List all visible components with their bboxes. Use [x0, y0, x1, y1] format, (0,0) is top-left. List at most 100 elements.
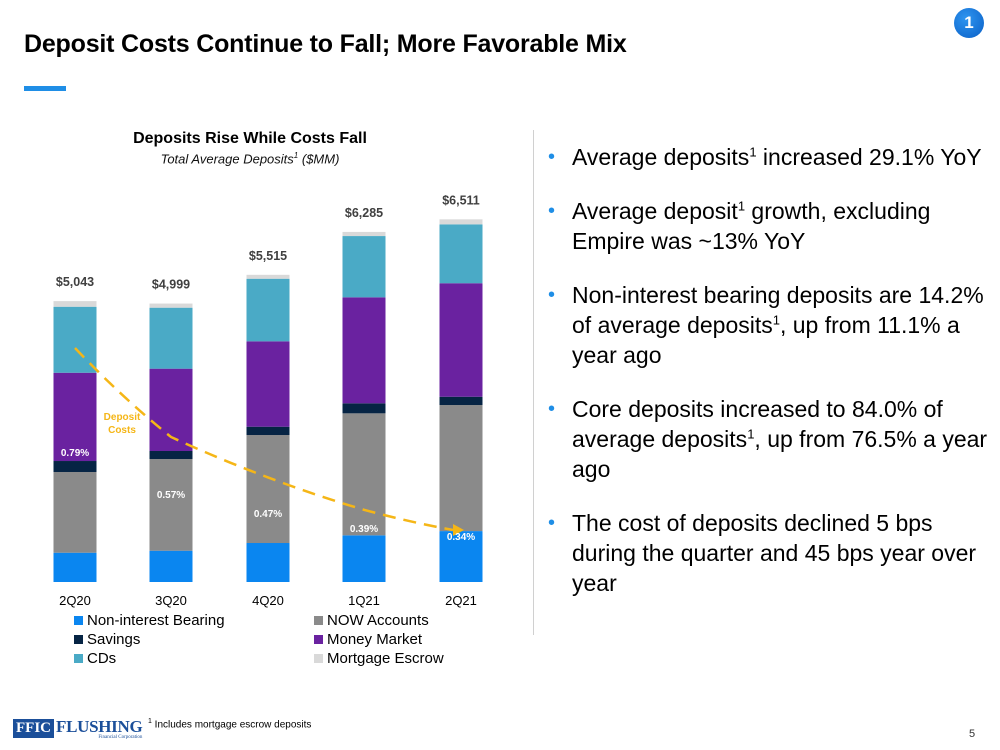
stacked-bar-chart: $5,043 2Q20 $4,999 3Q20 $5,515 4Q20 $6,285 1Q21…: [53, 193, 483, 608]
section-badge: 1: [954, 8, 984, 38]
bar-segment-cds-2q21: [439, 224, 483, 284]
legend-swatch: [314, 616, 323, 625]
bar-segment-cds-4q20: [246, 278, 290, 342]
bar-segment-savings-2q20: [53, 461, 97, 472]
bullet-item: • Average deposits1 increased 29.1% YoY: [548, 142, 988, 172]
bar-segment-cds-3q20: [149, 307, 193, 369]
deposit-costs-arrowhead: [453, 524, 464, 536]
bar-segment-money-market-3q20: [149, 368, 193, 451]
bar-segment-non-interest-bearing-4q20: [246, 543, 290, 582]
bullet-dot-icon: •: [548, 146, 556, 168]
bullet-dot-icon: •: [548, 200, 556, 222]
bar-segment-mortgage-escrow-2q20: [53, 301, 97, 307]
deposit-costs-line: [74, 347, 454, 532]
chart-title: Deposits Rise While Costs Fall: [133, 130, 367, 147]
bar-segment-money-market-4q20: [246, 341, 290, 427]
bullet-item: • Non-interest bearing deposits are 14.2%…: [548, 280, 988, 370]
chart-subtitle-text: Total Average Deposits: [160, 151, 294, 167]
logo-ffic-mark: FFIC: [13, 719, 54, 738]
legend-label: Mortgage Escrow: [327, 650, 444, 667]
page-number: 5: [969, 728, 976, 740]
deposit-costs-annotation-line1: Deposit: [104, 412, 141, 423]
bar-segment-mortgage-escrow-1q21: [342, 231, 386, 237]
bar-segment-non-interest-bearing-2q21: [439, 531, 483, 582]
bar-segment-now-accounts-1q21: [342, 413, 386, 536]
bullet-footnote-ref: 1: [747, 426, 755, 442]
bar-segment-now-accounts-2q21: [439, 405, 483, 532]
logo-subtext: Financial Corporation: [98, 735, 143, 740]
bar-segment-money-market-2q20: [53, 372, 97, 462]
bullet-item: • Core deposits increased to 84.0% of ave…: [548, 394, 988, 484]
bullet-item: • The cost of deposits declined 5 bps dur…: [548, 508, 988, 598]
legend-label: Savings: [87, 631, 141, 648]
legend-label: Money Market: [327, 631, 423, 648]
bullet-footnote-ref: 1: [737, 198, 746, 214]
bullet-text: , up from 76.5% a year ago: [572, 426, 988, 482]
deposit-costs-annotation-line2: Costs: [108, 425, 136, 436]
total-label-2q21: $6,511: [442, 193, 480, 207]
footnote-text: Includes mortgage escrow deposits: [151, 719, 312, 731]
bullet-text: Core deposits increased to 84.0% of aver…: [572, 396, 943, 452]
x-tick-label-1q21: 1Q21: [348, 593, 380, 608]
footnote: 1 Includes mortgage escrow deposits: [148, 718, 311, 730]
bar-segment-mortgage-escrow-4q20: [246, 274, 290, 279]
bar-segment-non-interest-bearing-2q20: [53, 552, 97, 582]
title-accent-rule: [24, 86, 66, 91]
bullet-text: Non-interest bearing deposits are 14.2% …: [572, 282, 984, 338]
bullet-text: growth, excluding Empire was ~13% YoY: [572, 198, 931, 254]
legend-swatch: [314, 635, 323, 644]
legend-item-non-interest-bearing: Non-interest Bearing: [74, 611, 314, 630]
x-tick-label-4q20: 4Q20: [252, 593, 284, 608]
bar-segment-now-accounts-4q20: [246, 435, 290, 544]
logo-flushing-text: FLUSHING: [56, 717, 143, 736]
bar-segment-now-accounts-3q20: [149, 459, 193, 551]
deposit-cost-label-4q20: 0.47%: [254, 509, 282, 520]
bullet-text: The cost of deposits declined 5 bps duri…: [572, 510, 977, 596]
chart-subtitle: Total Average Deposits1 ($MM): [0, 151, 500, 166]
bar-segment-money-market-2q21: [439, 283, 483, 397]
bullet-text: Average deposit: [572, 198, 738, 224]
legend-swatch: [314, 654, 323, 663]
total-label-4q20: $5,515: [249, 249, 287, 263]
logo-wordmark: FLUSHING Financial Corporation: [56, 717, 143, 741]
bar-segment-cds-2q20: [53, 306, 97, 373]
x-tick-label-2q20: 2Q20: [59, 593, 91, 608]
legend-label: CDs: [87, 650, 117, 667]
chart-subtitle-unit: ($MM): [301, 151, 340, 167]
bullet-footnote-ref: 1: [772, 312, 780, 328]
bullet-text: Average deposits: [572, 144, 750, 170]
bullet-dot-icon: •: [548, 398, 556, 420]
bullet-footnote-ref: 1: [749, 144, 757, 160]
chart-legend: Non-interest Bearing NOW Accounts Savings M…: [74, 611, 494, 668]
deposit-cost-label-1q21: 0.39%: [350, 524, 378, 535]
deposit-cost-label-3q20: 0.57%: [157, 490, 185, 501]
bar-segment-savings-3q20: [149, 450, 193, 460]
legend-item-mortgage-escrow: Mortgage Escrow: [314, 649, 494, 668]
bar-segment-savings-4q20: [246, 426, 290, 436]
legend-swatch: [74, 616, 83, 625]
footnote-sup: 1: [148, 718, 152, 725]
bar-segment-savings-1q21: [342, 403, 386, 414]
bullet-dot-icon: •: [548, 284, 556, 306]
x-tick-label-2q21: 2Q21: [445, 593, 477, 608]
bar-segment-mortgage-escrow-3q20: [149, 303, 193, 308]
legend-item-cds: CDs: [74, 649, 314, 668]
legend-item-money-market: Money Market: [314, 630, 494, 649]
total-label-1q21: $6,285: [345, 206, 383, 220]
bullet-text: increased 29.1% YoY: [756, 144, 982, 170]
bar-segment-mortgage-escrow-2q21: [439, 219, 483, 225]
bullet-text: , up from 11.1% a year ago: [572, 312, 960, 368]
chart-subtitle-sup: 1: [293, 151, 299, 160]
bullet-dot-icon: •: [548, 512, 556, 534]
legend-item-now-accounts: NOW Accounts: [314, 611, 494, 630]
bar-segment-savings-2q21: [439, 396, 483, 406]
bar-segment-now-accounts-2q20: [53, 471, 97, 553]
x-tick-label-3q20: 3Q20: [155, 593, 187, 608]
legend-swatch: [74, 635, 83, 644]
bar-segment-cds-1q21: [342, 236, 386, 298]
legend-swatch: [74, 654, 83, 663]
total-label-3q20: $4,999: [152, 278, 190, 292]
deposit-cost-label-2q20: 0.79%: [61, 448, 89, 459]
legend-label: Non-interest Bearing: [87, 612, 225, 629]
bullet-item: • Average deposit1 growth, excluding Empi…: [548, 196, 988, 256]
